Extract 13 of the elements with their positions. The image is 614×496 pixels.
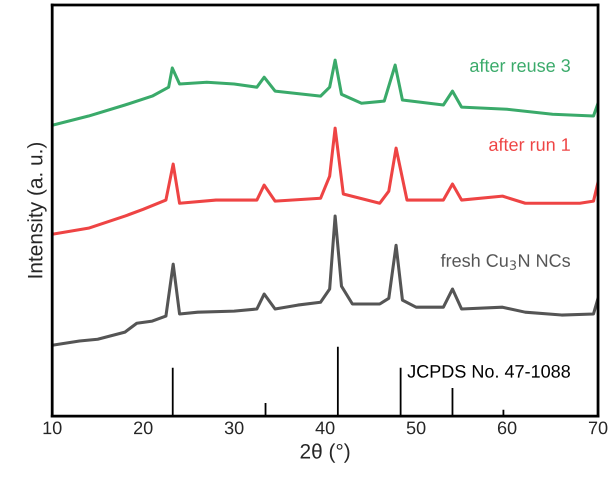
- x-axis-title: 2θ (°): [300, 443, 350, 463]
- series-label: fresh Cu$_{3}$N NCs: [440, 254, 570, 270]
- x-tick-label: 40: [315, 421, 334, 434]
- text: after run 1: [489, 138, 570, 151]
- x-tick-label: 20: [134, 421, 152, 434]
- series-label: JCPDS No. 47-1088: [407, 364, 570, 378]
- x-tick-label: 60: [498, 421, 516, 434]
- series-label: after reuse 3: [470, 58, 570, 72]
- y-axis-title: Intensity (a. u.): [27, 142, 47, 278]
- x-tick-label: 50: [406, 421, 426, 434]
- x-tick-label: 30: [224, 421, 244, 434]
- x-tick-label: 10: [44, 421, 62, 434]
- x-tick-label: 70: [588, 421, 608, 434]
